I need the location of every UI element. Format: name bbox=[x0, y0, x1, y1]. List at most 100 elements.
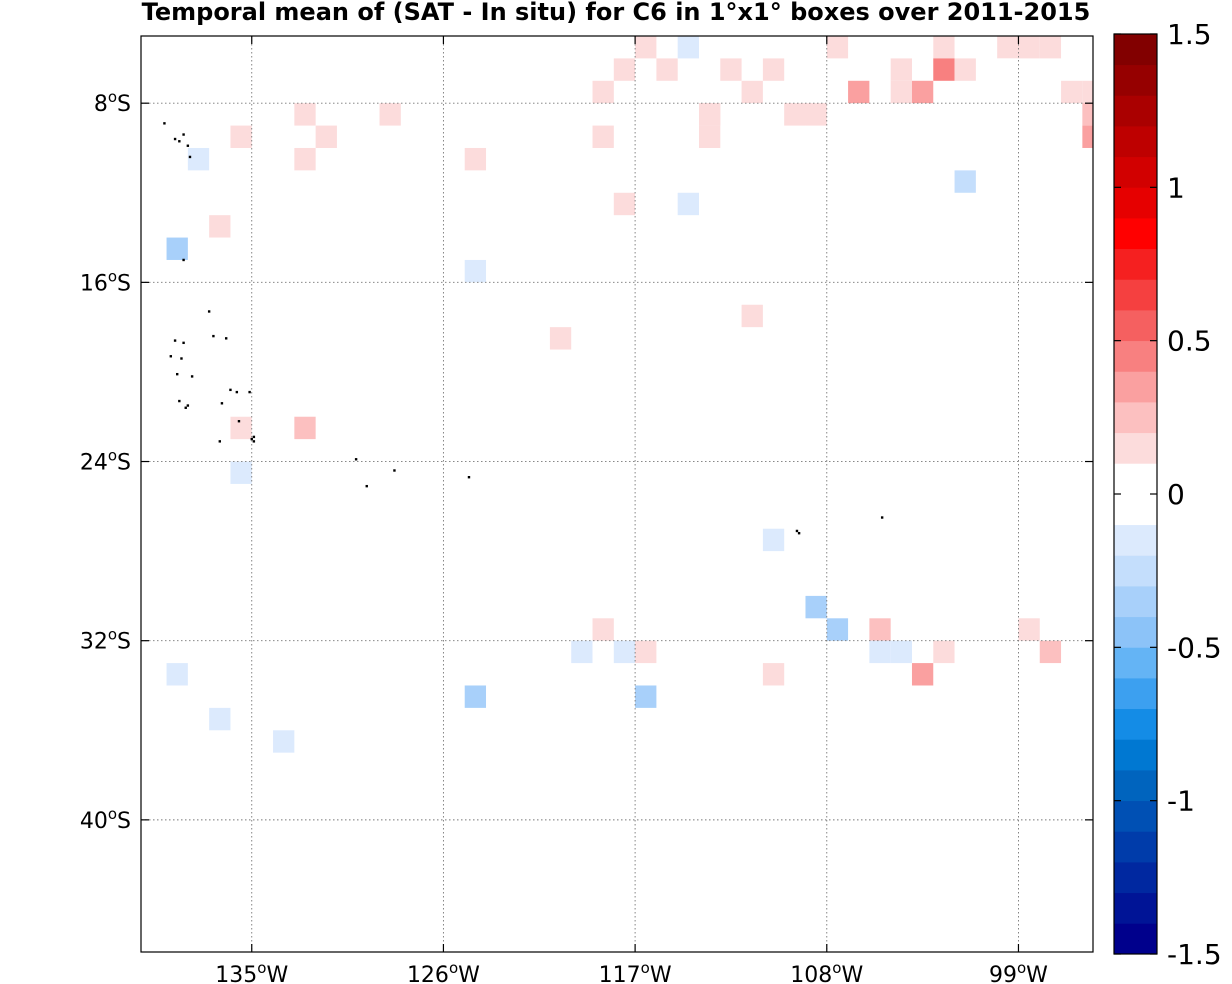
island-mark bbox=[169, 355, 173, 358]
colorbar-bin bbox=[1114, 800, 1157, 832]
plot-background bbox=[141, 36, 1093, 952]
island-mark bbox=[180, 357, 183, 360]
colorbar-tick-label: -1.5 bbox=[1167, 938, 1222, 971]
island-mark bbox=[207, 310, 211, 313]
heatmap-cell bbox=[230, 125, 252, 148]
island-mark bbox=[797, 531, 801, 535]
colorbar-ticks: 1.5 1 0.5 0 -0.5 -1 -1.5 bbox=[1114, 18, 1222, 971]
heatmap-cell bbox=[379, 103, 401, 126]
colorbar-bin bbox=[1114, 463, 1157, 495]
heatmap-cell bbox=[294, 416, 316, 440]
heatmap-cell bbox=[635, 640, 657, 664]
colorbar-bin bbox=[1114, 340, 1157, 372]
island-mark bbox=[365, 484, 368, 488]
colorbar-bin bbox=[1114, 923, 1157, 955]
heatmap-cell bbox=[592, 80, 614, 104]
colorbar-bin bbox=[1114, 555, 1157, 587]
heatmap-cell bbox=[1039, 640, 1062, 664]
colorbar-bin bbox=[1114, 187, 1157, 219]
island-mark bbox=[224, 337, 228, 340]
plot-area: 135oW 126oW 117oW 108oW 99oW 8oS 16oS 24oS 32oS 4… bbox=[80, 35, 1094, 984]
heatmap-cell bbox=[762, 528, 785, 552]
heatmap-cell bbox=[1082, 103, 1093, 126]
heatmap-cell bbox=[741, 304, 763, 328]
heatmap-cell bbox=[1018, 36, 1040, 59]
heatmap-cell bbox=[720, 58, 742, 81]
island-mark bbox=[252, 440, 256, 443]
chart-title: Temporal mean of (SAT - In situ) for C6 … bbox=[142, 0, 1091, 26]
heatmap-cell bbox=[592, 618, 614, 641]
plot-frame bbox=[140, 35, 1094, 953]
heatmap-cell bbox=[464, 259, 487, 283]
colorbar-bins bbox=[1114, 34, 1157, 955]
heatmap-cell bbox=[1082, 80, 1093, 104]
heatmap-cell bbox=[954, 170, 976, 193]
colorbar-bin bbox=[1114, 892, 1157, 924]
island-mark bbox=[229, 388, 232, 392]
island-mark bbox=[182, 258, 185, 262]
island-mark bbox=[250, 437, 253, 441]
heatmap-cell bbox=[805, 103, 827, 126]
colorbar-bin bbox=[1114, 862, 1157, 894]
colorbar-bin bbox=[1114, 647, 1157, 679]
heatmap-cell bbox=[549, 327, 572, 350]
colorbar-bin bbox=[1114, 64, 1157, 96]
island-mark bbox=[173, 137, 177, 141]
island-mark bbox=[173, 339, 177, 342]
island-mark bbox=[220, 402, 224, 405]
heatmap-cell bbox=[1039, 36, 1062, 59]
heatmap-cell bbox=[677, 192, 699, 216]
heatmap-cell bbox=[677, 36, 699, 59]
heatmap-cell bbox=[656, 58, 678, 81]
colorbar-bin bbox=[1114, 218, 1157, 250]
heatmap-cell bbox=[933, 36, 955, 59]
heatmap-cell bbox=[1018, 618, 1040, 641]
heatmap-cell bbox=[315, 125, 337, 148]
island-mark bbox=[182, 341, 185, 345]
heatmap-cell bbox=[997, 36, 1019, 59]
colorbar-bin bbox=[1114, 402, 1157, 434]
heatmap-cell bbox=[635, 36, 657, 59]
heatmap-cell bbox=[571, 640, 593, 664]
heatmap-cell bbox=[635, 685, 657, 708]
heatmap-cell bbox=[1061, 80, 1083, 104]
heatmap-cell bbox=[997, 58, 1019, 81]
colorbar-bin bbox=[1114, 95, 1157, 127]
heatmap-cell bbox=[826, 36, 849, 59]
colorbar-bin bbox=[1114, 831, 1157, 863]
heatmap-cell bbox=[826, 618, 849, 641]
island-mark bbox=[795, 529, 799, 533]
colorbar-bin bbox=[1114, 494, 1157, 526]
colorbar-bin bbox=[1114, 34, 1157, 66]
island-mark bbox=[252, 435, 256, 439]
heatmap-cell bbox=[464, 147, 487, 171]
island-mark bbox=[467, 476, 471, 479]
y-tick-label: 16oS bbox=[80, 267, 131, 296]
colorbar-tick-label: 0 bbox=[1167, 478, 1185, 511]
y-tick-label: 32oS bbox=[80, 626, 131, 655]
colorbar-tick-label: 0.5 bbox=[1167, 325, 1212, 358]
island-mark bbox=[188, 155, 192, 159]
colorbar-bin bbox=[1114, 616, 1157, 648]
heatmap-cell bbox=[741, 80, 763, 104]
heatmap-cell bbox=[294, 147, 316, 171]
colorbar-tick-label: 1 bbox=[1167, 171, 1185, 204]
island-mark bbox=[184, 406, 187, 409]
heatmap-cell bbox=[869, 618, 891, 641]
heatmap-cell bbox=[273, 730, 295, 753]
colorbar-bin bbox=[1114, 279, 1157, 311]
heatmap-cell bbox=[464, 685, 487, 708]
colorbar-bin bbox=[1114, 248, 1157, 280]
colorbar-bin bbox=[1114, 739, 1157, 771]
island-mark bbox=[186, 144, 190, 147]
ticks-layer: 135oW 126oW 117oW 108oW 99oW 8oS 16oS 24oS 32oS 4… bbox=[80, 36, 1093, 984]
heatmap-cell bbox=[209, 215, 231, 238]
heatmap-cell bbox=[911, 80, 934, 104]
island-mark bbox=[248, 390, 251, 394]
colorbar-bin bbox=[1114, 432, 1157, 464]
island-mark bbox=[235, 390, 239, 394]
x-tick-label: 99oW bbox=[989, 959, 1048, 984]
colorbar-bin bbox=[1114, 770, 1157, 802]
colorbar-bin bbox=[1114, 678, 1157, 710]
